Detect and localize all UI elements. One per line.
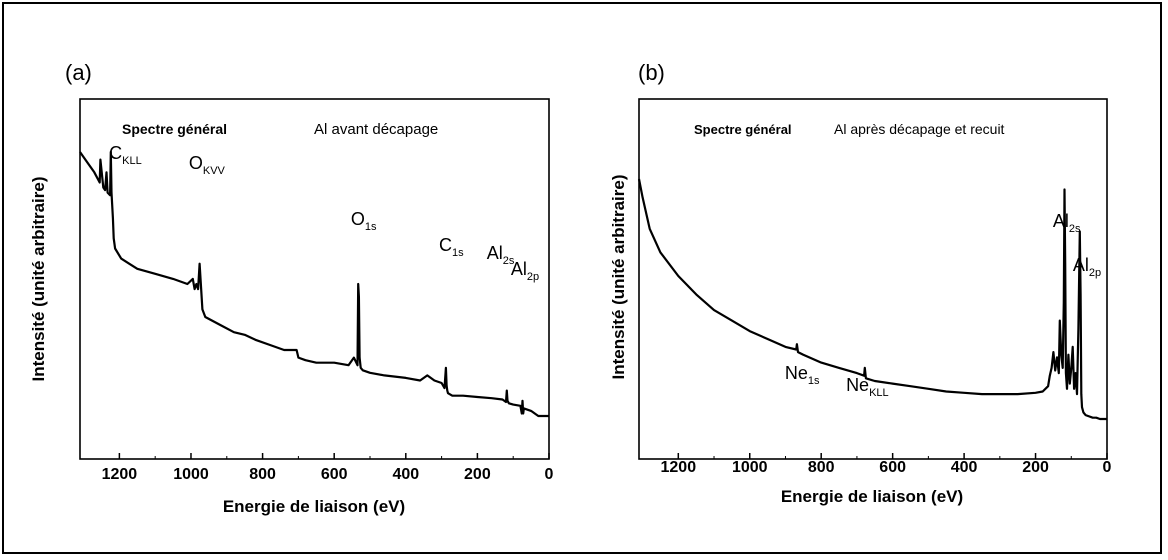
spectrum-line: [637, 178, 1107, 421]
x-tick-label: 200: [464, 466, 491, 483]
x-tick-label: 0: [545, 466, 554, 483]
panel-b-annotation-bold: Spectre général: [694, 122, 792, 137]
x-tick-label: 800: [249, 466, 276, 483]
peak-label: Al2p: [511, 259, 539, 283]
panel-b-annotation-plain: Al après décapage et recuit: [834, 121, 1005, 137]
x-tick-label: 1200: [661, 459, 697, 476]
panel-a-x-axis-title: Energie de liaison (eV): [223, 497, 405, 516]
panel-a: (a) Spectre général Al avant décapage En…: [29, 60, 554, 516]
panel-b-x-ticks: 1200 1000 800 600 400 200 0: [661, 453, 1112, 476]
peak-label: C1s: [439, 235, 464, 259]
peak-label: Ne1s: [785, 363, 820, 387]
spectrum-line: [79, 150, 549, 418]
peak-label: NeKLL: [846, 375, 889, 399]
x-tick-label: 600: [321, 466, 348, 483]
panel-b-peak-labels: Al2s Al2p Ne1s NeKLL: [785, 211, 1101, 399]
x-tick-label: 1000: [732, 459, 768, 476]
peak-label: Al2s: [1053, 211, 1081, 235]
x-tick-label: 400: [951, 459, 978, 476]
panel-b-series: [637, 178, 1107, 421]
x-tick-label: 1000: [173, 466, 209, 483]
peak-label: CKLL: [109, 143, 142, 167]
panel-a-label: (a): [65, 60, 92, 85]
figure-frame: (a) Spectre général Al avant décapage En…: [2, 2, 1162, 554]
peak-label: Al2p: [1073, 255, 1101, 279]
panel-a-series: [79, 150, 549, 418]
figure-canvas: (a) Spectre général Al avant décapage En…: [29, 60, 1112, 516]
panel-b-label: (b): [638, 60, 665, 85]
peak-label: OKVV: [189, 153, 226, 177]
panel-a-y-axis-title: Intensité (unité arbitraire): [29, 177, 48, 382]
x-tick-label: 1200: [102, 466, 138, 483]
panel-a-x-ticks: 1200 1000 800 600 400 200 0: [102, 453, 554, 483]
x-tick-label: 200: [1022, 459, 1049, 476]
x-tick-label: 400: [392, 466, 419, 483]
panel-a-annotation-bold: Spectre général: [122, 121, 227, 137]
peak-label: O1s: [351, 209, 377, 233]
panel-b-x-axis-title: Energie de liaison (eV): [781, 487, 963, 506]
panel-b-y-axis-title: Intensité (unité arbitraire): [609, 175, 628, 380]
x-tick-label: 0: [1103, 459, 1112, 476]
x-tick-label: 600: [879, 459, 906, 476]
panel-a-axes-frame: [79, 98, 550, 460]
x-tick-label: 800: [808, 459, 835, 476]
panel-b: (b) Spectre général Al après décapage et…: [609, 60, 1112, 506]
panel-b-axes-frame: [638, 98, 1108, 460]
panel-a-annotation-plain: Al avant décapage: [314, 121, 438, 138]
